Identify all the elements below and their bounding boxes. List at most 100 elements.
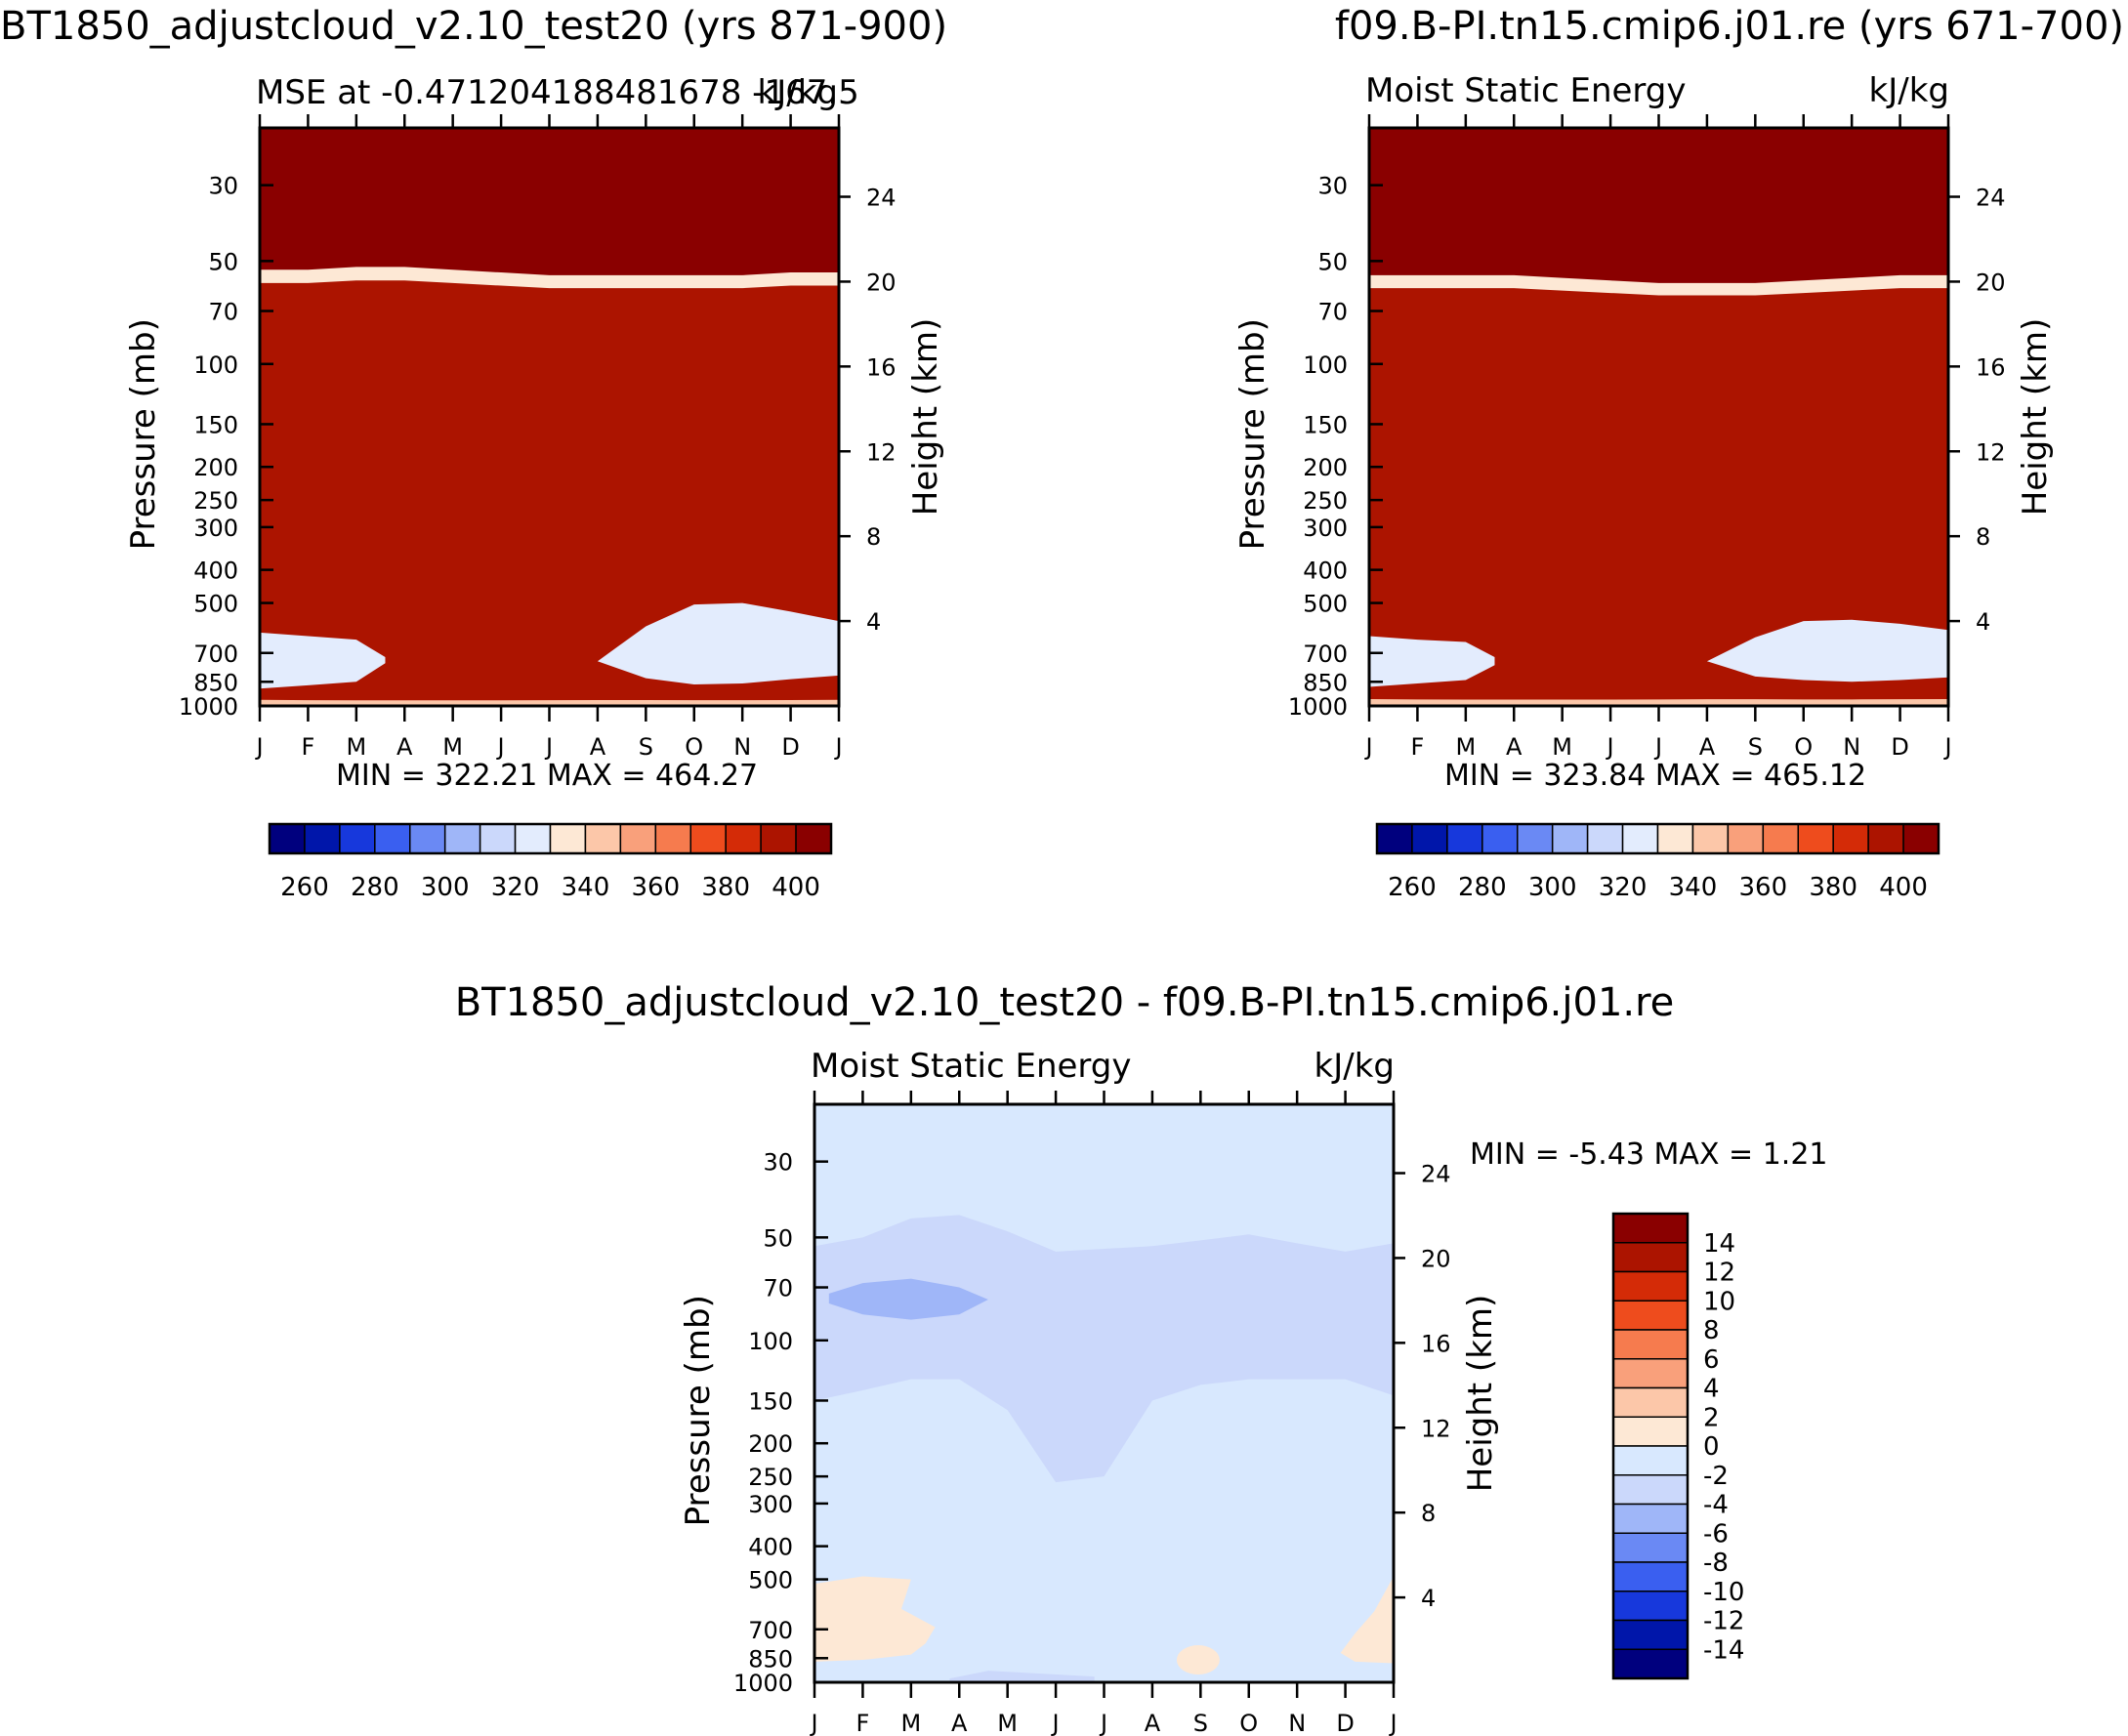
diff-month-tick-label: J bbox=[1388, 1710, 1397, 1736]
diff-height-tick-label: 24 bbox=[1421, 1161, 1451, 1188]
right-cold-pocket-west bbox=[1369, 636, 1495, 687]
diff-colorbar-label: 4 bbox=[1703, 1375, 1720, 1404]
right-cold-pocket-east bbox=[1706, 619, 1948, 682]
right-colorbar-swatch bbox=[1446, 823, 1483, 854]
right-pressure-tick-label: 700 bbox=[1303, 641, 1348, 668]
left-height-tick-label: 4 bbox=[866, 608, 881, 636]
right-pressure-tick-label: 250 bbox=[1303, 487, 1348, 515]
right-colorbar-swatch bbox=[1411, 823, 1448, 854]
diff-month-tick-label: A bbox=[951, 1710, 968, 1736]
right-pressure-tick-label: 70 bbox=[1317, 299, 1348, 326]
diff-colorbar-swatch bbox=[1612, 1270, 1689, 1302]
diff-month-tick-label: J bbox=[1051, 1710, 1060, 1736]
right-colorbar-outline bbox=[1375, 822, 1940, 855]
right-pressure-axis-label: Pressure (mb) bbox=[1233, 318, 1273, 550]
diff-pressure-tick-label: 500 bbox=[748, 1567, 793, 1594]
left-month-tick-label: J bbox=[254, 733, 263, 761]
left-month-tick-label: J bbox=[544, 733, 553, 761]
right-pressure-tick-label: 300 bbox=[1303, 515, 1348, 542]
diff-height-tick-label: 4 bbox=[1421, 1585, 1436, 1612]
left-month-tick-label: N bbox=[733, 733, 751, 761]
right-colorbar-label: 260 bbox=[1388, 873, 1437, 902]
left-pressure-tick-label: 400 bbox=[193, 558, 238, 585]
left-height-tick-label: 20 bbox=[866, 269, 897, 296]
diff-colorbar-label: -6 bbox=[1703, 1519, 1729, 1549]
left-pressure-tick-label: 70 bbox=[208, 299, 238, 326]
left-colorbar: 260 280 300 320 340 360 380 400 bbox=[268, 822, 833, 902]
diff-colorbar-swatch bbox=[1612, 1416, 1689, 1447]
right-colorbar-label: 320 bbox=[1599, 873, 1648, 902]
right-pressure-tick-label: 500 bbox=[1303, 591, 1348, 618]
left-cold-pocket-east bbox=[597, 602, 839, 684]
right-contours bbox=[1369, 128, 1948, 706]
diff-colorbar-label: 2 bbox=[1703, 1403, 1720, 1432]
right-month-tick-label: J bbox=[1653, 733, 1662, 761]
right-month-tick-label: J bbox=[1606, 733, 1614, 761]
left-panel-units: kJ/kg bbox=[758, 73, 838, 112]
left-pressure-tick-label: 700 bbox=[193, 641, 238, 668]
right-colorbar-label: 340 bbox=[1669, 873, 1718, 902]
diff-fill-minus4-minus2 bbox=[814, 1215, 1394, 1483]
left-colorbar-swatch bbox=[619, 823, 657, 854]
left-month-tick-label: D bbox=[781, 733, 799, 761]
left-colorbar-label: 280 bbox=[351, 873, 399, 902]
diff-pressure-tick-label: 50 bbox=[763, 1224, 793, 1252]
right-pressure-tick-label: 200 bbox=[1303, 454, 1348, 481]
right-month-tick-label: M bbox=[1455, 733, 1476, 761]
diff-colorbar-swatch bbox=[1612, 1503, 1689, 1534]
diff-month-tick-label: S bbox=[1193, 1710, 1208, 1736]
diff-pressure-tick-label: 400 bbox=[748, 1534, 793, 1561]
right-colorbar-label: 300 bbox=[1528, 873, 1577, 902]
diff-colorbar-swatch bbox=[1612, 1213, 1689, 1244]
left-colorbar-swatch bbox=[725, 823, 762, 854]
right-height-tick-label: 24 bbox=[1976, 185, 2006, 212]
left-fill-390-400 bbox=[260, 280, 839, 706]
right-colorbar-swatch bbox=[1902, 823, 1940, 854]
diff-panel-title: BT1850_adjustcloud_v2.10_test20 - f09.B-… bbox=[455, 980, 1675, 1025]
right-fill-surface bbox=[1369, 698, 1948, 706]
right-pressure-tick-label: 1000 bbox=[1288, 693, 1348, 721]
diff-colorbar-label: 0 bbox=[1703, 1432, 1720, 1462]
left-pressure-tick-label: 300 bbox=[193, 515, 238, 542]
diff-warm-dot bbox=[1176, 1645, 1220, 1675]
left-fill-surface bbox=[260, 699, 839, 706]
right-pressure-tick-label: 850 bbox=[1303, 669, 1348, 696]
diff-height-tick-label: 12 bbox=[1421, 1415, 1451, 1442]
left-pressure-tick-label: 150 bbox=[193, 411, 238, 438]
diff-colorbar-swatch bbox=[1612, 1329, 1689, 1360]
right-colorbar-label: 380 bbox=[1809, 873, 1857, 902]
right-pressure-tick-label: 50 bbox=[1317, 248, 1348, 275]
left-pressure-tick-label: 30 bbox=[208, 173, 238, 200]
right-panel-title: f09.B-PI.tn15.cmip6.j01.re (yrs 671-700) bbox=[1335, 4, 2124, 49]
diff-height-axis-label: Height (km) bbox=[1461, 1295, 1500, 1493]
right-month-tick-label: O bbox=[1794, 733, 1813, 761]
left-month-tick-label: A bbox=[590, 733, 606, 761]
diff-month-tick-label: D bbox=[1336, 1710, 1354, 1736]
diff-pressure-tick-label: 300 bbox=[748, 1491, 793, 1518]
right-panel-stats: MIN = 323.84 MAX = 465.12 bbox=[1444, 759, 1866, 793]
left-colorbar-swatch bbox=[549, 823, 587, 854]
diff-pressure-tick-label: 1000 bbox=[733, 1670, 793, 1697]
left-month-tick-label: O bbox=[685, 733, 703, 761]
left-pressure-tick-label: 50 bbox=[208, 248, 238, 275]
left-month-tick-label: M bbox=[442, 733, 463, 761]
left-pressure-tick-label: 1000 bbox=[179, 693, 238, 721]
left-height-tick-label: 8 bbox=[866, 523, 881, 551]
diff-colorbar-label: -2 bbox=[1703, 1462, 1729, 1491]
right-height-tick-label: 20 bbox=[1976, 269, 2006, 296]
right-month-tick-label: M bbox=[1552, 733, 1572, 761]
left-colorbar-swatch bbox=[795, 823, 832, 854]
diff-colorbar-swatch bbox=[1612, 1474, 1689, 1506]
diff-month-tick-label: J bbox=[809, 1710, 817, 1736]
left-colorbar-label: 320 bbox=[491, 873, 540, 902]
diff-month-tick-label: M bbox=[900, 1710, 921, 1736]
diff-warm-pocket-west bbox=[814, 1576, 936, 1662]
left-colorbar-swatch bbox=[654, 823, 691, 854]
left-colorbar-label: 340 bbox=[562, 873, 610, 902]
diff-height-tick-label: 8 bbox=[1421, 1500, 1436, 1527]
left-colorbar-outline bbox=[268, 822, 833, 855]
right-panel-units: kJ/kg bbox=[1869, 71, 1949, 110]
right-height-tick-label: 12 bbox=[1976, 438, 2006, 466]
